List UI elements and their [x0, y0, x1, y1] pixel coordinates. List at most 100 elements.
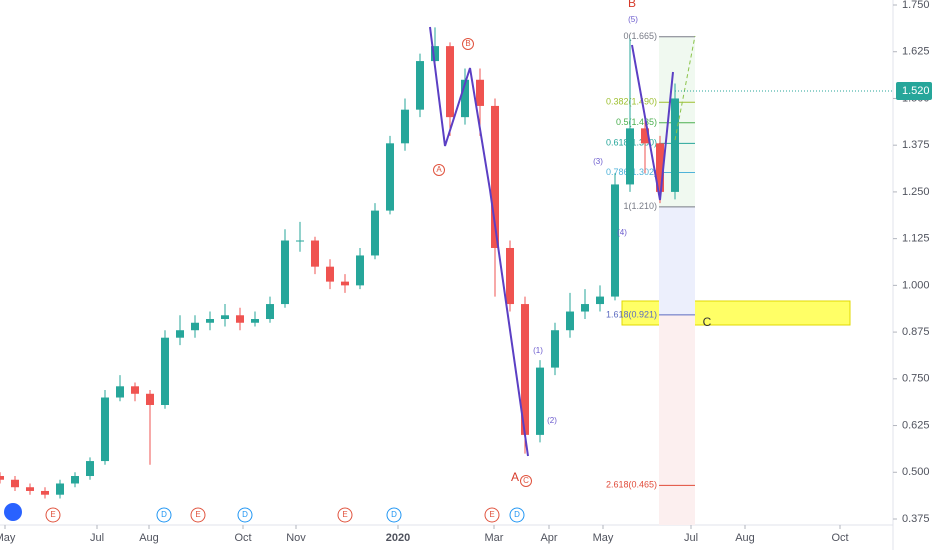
wave-label: C — [523, 476, 529, 485]
candle — [671, 83, 679, 200]
stop-zone — [659, 314, 695, 525]
last-price-label: 1.520 — [902, 85, 930, 97]
candle-body — [491, 105, 499, 248]
target-zone — [659, 206, 695, 315]
last-price-tag — [896, 81, 932, 100]
wave-label: B — [465, 39, 470, 48]
candle-body — [656, 143, 664, 192]
event-marker — [484, 507, 500, 523]
candle — [281, 229, 289, 308]
x-tick-label: Jul — [90, 532, 104, 544]
y-tick-label: 1.000 — [902, 279, 930, 291]
candle — [221, 304, 229, 327]
candle — [401, 98, 409, 151]
y-tick-label: 1.750 — [902, 0, 930, 11]
wave-line — [429, 26, 529, 457]
candle-body — [641, 128, 649, 144]
x-tick-label: Oct — [234, 532, 251, 544]
candle — [161, 330, 169, 409]
event-label: E — [195, 510, 200, 519]
wave-label: (5) — [628, 15, 638, 24]
candle — [371, 203, 379, 260]
candle — [26, 483, 34, 495]
event-label: E — [50, 510, 55, 519]
candle — [626, 38, 634, 192]
x-tick-label: 2020 — [386, 532, 410, 544]
event-label: D — [242, 510, 248, 519]
x-tick-label: Mar — [485, 532, 504, 544]
candle-body — [581, 304, 589, 312]
candle-body — [566, 311, 574, 331]
candle — [596, 285, 604, 312]
candle — [446, 42, 454, 136]
fib-label: 2.618(0.465) — [606, 480, 657, 490]
candle — [566, 292, 574, 338]
fib-label: 1.618(0.921) — [606, 309, 657, 319]
event-marker — [509, 507, 525, 523]
y-tick-label: 0.500 — [902, 466, 930, 478]
y-tick-label: 1.375 — [902, 139, 930, 151]
candle — [386, 135, 394, 215]
candle — [251, 311, 259, 327]
wave-label: C — [703, 315, 712, 329]
candle-body — [611, 184, 619, 297]
wave-circle — [520, 475, 532, 487]
candle-body — [71, 476, 79, 484]
candle-body — [341, 281, 349, 286]
event-marker — [237, 507, 253, 523]
wave-label: (3) — [593, 157, 603, 166]
event-marker — [190, 507, 206, 523]
candle — [506, 240, 514, 312]
candle-body — [296, 240, 304, 242]
wave-circle — [433, 164, 445, 176]
candle — [611, 173, 619, 301]
candle-body — [551, 330, 559, 368]
wave-label: A — [511, 470, 519, 484]
candle — [521, 296, 529, 454]
fib-label: 0.382(1.490) — [606, 97, 657, 107]
event-marker — [156, 507, 172, 523]
candle — [176, 315, 184, 346]
wave-label: B — [628, 0, 636, 10]
candle-body — [101, 397, 109, 462]
fib-label: 1(1.210) — [623, 201, 657, 211]
candle — [86, 457, 94, 480]
candle-body — [371, 210, 379, 256]
candle — [536, 360, 544, 443]
wave-label: (2) — [547, 416, 557, 425]
event-label: D — [514, 510, 520, 519]
candle — [491, 98, 499, 297]
candle-body — [536, 367, 544, 435]
candle — [101, 390, 109, 465]
candle-body — [206, 319, 214, 323]
candle-body — [131, 386, 139, 394]
event-marker — [337, 507, 353, 523]
candle-body — [326, 266, 334, 282]
y-tick-label: 1.125 — [902, 233, 930, 245]
candle — [11, 476, 19, 491]
event-label: E — [342, 510, 347, 519]
candle-body — [86, 461, 94, 477]
candle-body — [221, 315, 229, 320]
candle-body — [386, 143, 394, 211]
y-tick-label: 0.625 — [902, 419, 930, 431]
candle — [206, 311, 214, 331]
wave-line — [631, 44, 674, 201]
logo-circle[interactable] — [4, 503, 22, 521]
y-tick-label: 1.250 — [902, 186, 930, 198]
fib-label: 0(1.665) — [623, 31, 657, 41]
projection-line — [674, 35, 696, 141]
candle-body — [476, 79, 484, 106]
candle — [296, 221, 304, 252]
candle-body — [311, 240, 319, 267]
candle-body — [0, 476, 4, 480]
candle — [236, 307, 244, 331]
candle-body — [11, 479, 19, 488]
candle-body — [431, 46, 439, 62]
candle-body — [521, 304, 529, 435]
tv-logo[interactable] — [4, 503, 22, 521]
event-marker — [45, 507, 61, 523]
x-tick-label: Jul — [684, 532, 698, 544]
candle — [356, 247, 364, 290]
wave-circle — [462, 38, 474, 50]
